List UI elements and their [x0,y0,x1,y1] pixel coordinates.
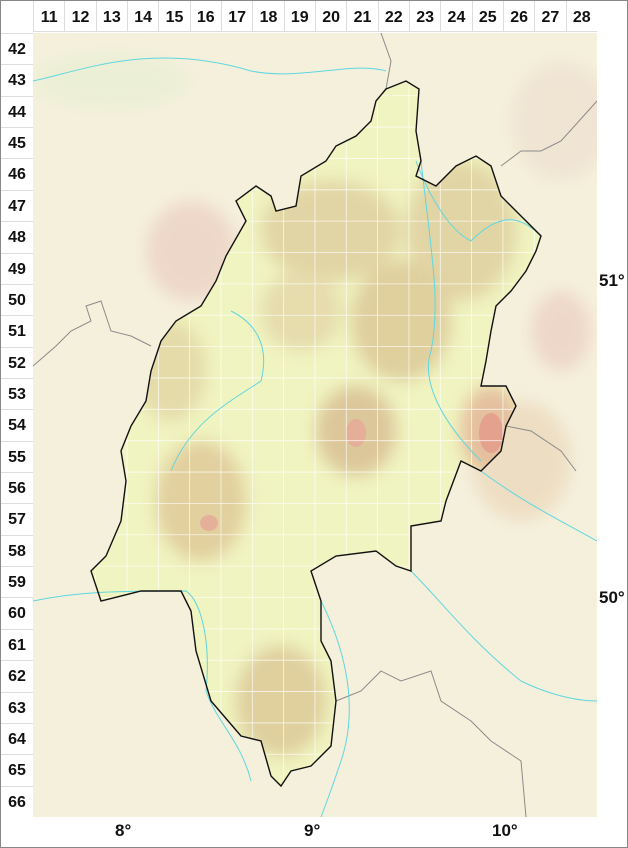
map-area[interactable] [33,33,597,817]
row-label: 46 [1,158,33,189]
row-label: 55 [1,440,33,472]
latitude-label-50: 50° [599,588,625,607]
column-label: 22 [377,1,409,32]
column-label: 26 [502,1,535,32]
row-label: 49 [1,252,33,284]
hesse-border [90,80,542,788]
latitude-label-51: 51° [599,271,625,290]
state-borders [33,33,597,817]
row-label: 44 [1,95,33,127]
column-label: 17 [220,1,253,32]
row-label: 42 [1,33,33,64]
row-label: 66 [1,785,33,817]
row-label: 60 [1,597,33,628]
row-label: 62 [1,660,33,691]
column-label: 27 [534,1,566,32]
longitude-label-8: 8° [115,821,132,840]
longitude-label-10: 10° [492,821,518,840]
row-label: 59 [1,566,33,597]
column-label: 23 [408,1,441,32]
column-label: 12 [64,1,96,32]
row-label: 56 [1,472,33,503]
rivers [33,57,597,817]
column-label: 11 [33,1,65,32]
row-label: 45 [1,127,33,158]
row-label: 63 [1,691,33,723]
row-label: 47 [1,189,33,221]
column-label: 21 [346,1,378,32]
column-label: 20 [314,1,347,32]
column-label: 13 [95,1,127,32]
column-label: 16 [189,1,221,32]
row-label: 58 [1,534,33,566]
column-label: 15 [158,1,190,32]
row-label: 54 [1,409,33,440]
column-label: 25 [471,1,503,32]
column-label: 14 [126,1,159,32]
column-label: 19 [283,1,315,32]
column-label: 28 [565,1,597,32]
row-label: 57 [1,503,33,534]
longitude-label-9: 9° [304,821,321,840]
row-label: 65 [1,754,33,785]
row-label: 64 [1,722,33,754]
row-label: 48 [1,221,33,252]
row-label: 43 [1,64,33,95]
row-label: 53 [1,377,33,409]
row-label: 52 [1,346,33,378]
row-label: 51 [1,315,33,346]
row-label: 50 [1,283,33,315]
row-label: 61 [1,628,33,660]
column-label: 24 [440,1,472,32]
column-label: 18 [252,1,284,32]
